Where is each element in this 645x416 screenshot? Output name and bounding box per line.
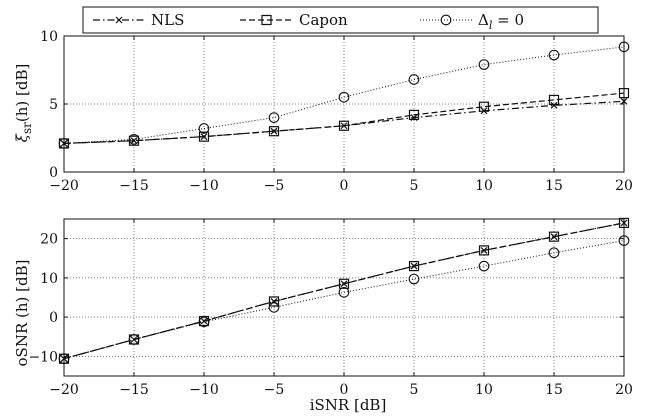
top-xtick-label: 10: [475, 178, 493, 194]
legend-marker-capon: [261, 14, 272, 26]
top-xtick-label: −20: [49, 178, 79, 194]
top-series-capon-point: [478, 101, 490, 112]
top-ytick-label: 0: [49, 165, 58, 181]
ylabel-bottom: oSNR (h) [dB]: [13, 260, 31, 367]
legend: NLS Capon Δl = 0: [82, 6, 599, 34]
bottom-series-capon-point: [268, 296, 280, 307]
top-series-nls-point: [620, 97, 628, 105]
bottom-xtick-label: 0: [340, 382, 349, 398]
bottom-ytick-label: 10: [40, 271, 58, 287]
xlabel-bottom: iSNR [dB]: [310, 396, 387, 414]
bottom-series-delta0-point: [618, 235, 630, 246]
bottom-series-delta0-point: [478, 260, 490, 272]
legend-item-nls: NLS: [93, 11, 184, 29]
top-series-capon-line: [63, 92, 625, 144]
top-ytick-label: 10: [40, 29, 58, 45]
top-series-capon-point: [268, 126, 280, 137]
top-series-delta0-point: [618, 41, 630, 53]
bottom-xtick-label: 5: [410, 382, 419, 398]
top-xtick-label: 5: [410, 178, 419, 194]
top-xtick-label: 0: [340, 178, 349, 194]
bottom-series-delta0-point: [268, 301, 280, 313]
legend-label-capon: Capon: [299, 11, 348, 29]
bottom-series-delta0-point: [548, 247, 560, 259]
bottom-xtick-label: −10: [189, 382, 219, 398]
top-series-delta0-point: [128, 134, 140, 145]
bottom-ytick-label: −10: [28, 349, 58, 365]
top-xtick-label: 15: [545, 178, 563, 194]
bottom-series-capon-point: [338, 278, 350, 289]
bottom-series-delta0-point: [58, 353, 70, 365]
top-series-delta0-point: [268, 112, 280, 123]
top-series-capon-point: [198, 131, 210, 142]
bottom-series-capon-line: [63, 222, 625, 360]
top-series-capon-point: [548, 94, 560, 106]
bottom-series-delta0-point: [338, 287, 350, 298]
bottom-series-delta0-line: [63, 240, 625, 360]
bottom-xtick-label: 20: [615, 382, 633, 398]
bottom-ytick-label: 20: [40, 232, 58, 248]
bottom-series-capon-point: [618, 217, 630, 229]
bottom-xtick-label: 15: [545, 382, 563, 398]
top-series-delta0-point: [408, 74, 420, 85]
bottom-xtick-label: −15: [119, 382, 149, 398]
legend-item-delta0: Δl = 0: [420, 11, 524, 32]
legend-marker-nls: [115, 16, 123, 24]
top-series-nls-point: [550, 101, 558, 109]
top-xtick-label: −5: [264, 178, 285, 194]
bottom-series-capon-point: [548, 231, 560, 242]
bottom-series-delta0-point: [408, 273, 420, 285]
ylabel-top: ξsr(h) [dB]: [13, 64, 34, 143]
top-xtick-label: 20: [615, 178, 633, 194]
top-series-delta0-point: [548, 49, 560, 61]
bottom-series-capon-point: [478, 245, 490, 256]
top-series-nls-point: [60, 140, 68, 147]
bottom-xtick-label: −20: [49, 382, 79, 398]
top-series-delta0-point: [198, 123, 210, 134]
bottom-series-capon-point: [408, 261, 420, 272]
legend-frame: [82, 6, 599, 34]
bottom-series-delta0-point: [128, 334, 140, 345]
top-series-capon-point: [618, 88, 630, 99]
top-series-delta0-line: [63, 46, 625, 144]
top-series-delta0-point: [338, 91, 350, 103]
plot-top: −20 −15 −10 −5 0 5 10 15 20 0 5 10: [40, 29, 633, 194]
bottom-xtick-label: −5: [264, 382, 285, 398]
bottom-xtick-label: 10: [475, 382, 493, 398]
bottom-series-nls-point: [60, 355, 68, 363]
top-series-capon-point: [408, 109, 420, 120]
top-xtick-label: −10: [189, 178, 219, 194]
top-xtick-label: −15: [119, 178, 149, 194]
plot-bottom: −20 −15 −10 −5 0 5 10 15 20 −10 0 10 20: [28, 217, 633, 398]
top-series-delta0-point: [478, 59, 490, 70]
bottom-ytick-label: 0: [49, 310, 58, 326]
legend-label-delta0: Δl = 0: [478, 11, 524, 32]
top-ytick-label: 5: [49, 97, 58, 113]
legend-label-nls: NLS: [151, 11, 184, 29]
legend-item-capon: Capon: [240, 11, 348, 29]
legend-marker-delta0: [440, 14, 452, 26]
top-series-delta0-point: [58, 138, 70, 149]
top-series-capon-point: [338, 120, 350, 131]
bottom-series-delta0-point: [198, 316, 210, 328]
